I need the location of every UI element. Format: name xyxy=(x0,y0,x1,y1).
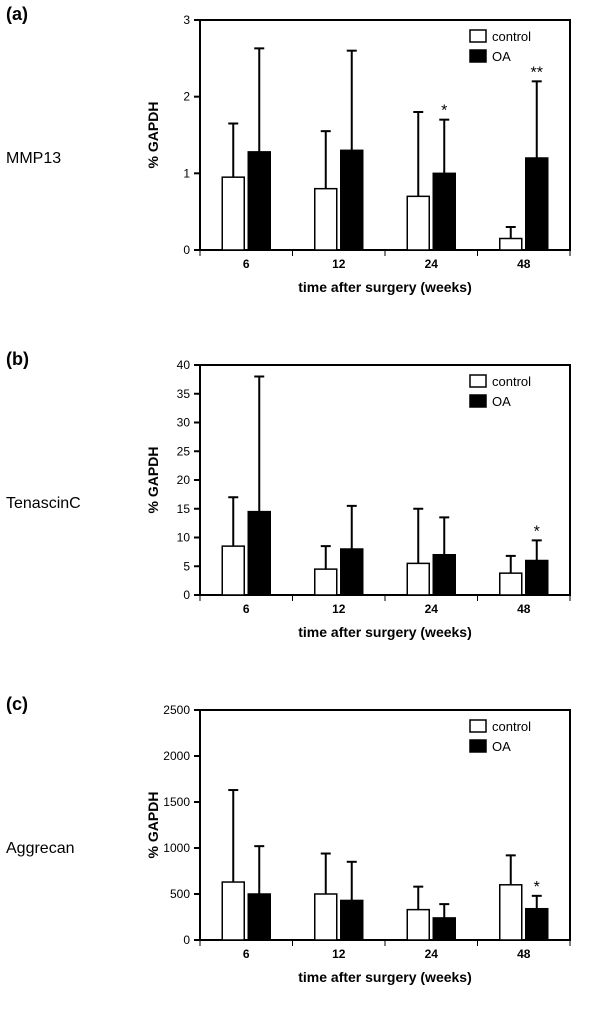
svg-text:OA: OA xyxy=(492,49,511,64)
svg-text:OA: OA xyxy=(492,394,511,409)
svg-text:**: ** xyxy=(531,64,543,81)
svg-text:6: 6 xyxy=(243,947,250,961)
svg-text:5: 5 xyxy=(183,559,190,573)
svg-text:% GAPDH: % GAPDH xyxy=(145,447,161,514)
chart-c: 0 500 1000 1500 2000 2500 6 12 24 48 * % GAPDH time … xyxy=(140,700,580,1000)
svg-text:35: 35 xyxy=(177,387,191,401)
panel-b: (b) TenascinC 0 5 10 15 20 25 30 35 40 6 12 24 48 * % … xyxy=(0,345,600,665)
svg-text:time after surgery (weeks): time after surgery (weeks) xyxy=(298,279,472,295)
svg-text:15: 15 xyxy=(177,502,191,516)
svg-text:30: 30 xyxy=(177,416,191,430)
svg-text:time after surgery (weeks): time after surgery (weeks) xyxy=(298,624,472,640)
svg-text:2500: 2500 xyxy=(163,703,190,717)
svg-text:0: 0 xyxy=(183,933,190,947)
svg-text:10: 10 xyxy=(177,531,191,545)
panel-a-side-label: MMP13 xyxy=(6,150,61,168)
svg-text:48: 48 xyxy=(517,602,531,616)
svg-text:24: 24 xyxy=(425,947,439,961)
svg-text:2000: 2000 xyxy=(163,749,190,763)
svg-text:12: 12 xyxy=(332,602,346,616)
svg-text:20: 20 xyxy=(177,473,191,487)
svg-text:40: 40 xyxy=(177,358,191,372)
chart-b: 0 5 10 15 20 25 30 35 40 6 12 24 48 * % GAPDH time afte… xyxy=(140,355,580,655)
panel-a: (a) MMP13 01236122448***% GAPDHtime afte… xyxy=(0,0,600,320)
svg-text:% GAPDH: % GAPDH xyxy=(145,102,161,169)
chart-a: 01236122448***% GAPDHtime after surgery … xyxy=(140,10,580,310)
svg-text:6: 6 xyxy=(243,257,250,271)
panel-b-label: (b) xyxy=(6,349,29,370)
svg-text:control: control xyxy=(492,719,531,734)
panel-a-label: (a) xyxy=(6,4,28,25)
svg-text:24: 24 xyxy=(425,257,439,271)
svg-text:12: 12 xyxy=(332,257,346,271)
svg-text:*: * xyxy=(534,523,540,540)
svg-text:control: control xyxy=(492,374,531,389)
svg-text:0: 0 xyxy=(183,243,190,257)
svg-text:24: 24 xyxy=(425,602,439,616)
svg-text:OA: OA xyxy=(492,739,511,754)
svg-text:% GAPDH: % GAPDH xyxy=(145,792,161,859)
svg-text:1500: 1500 xyxy=(163,795,190,809)
svg-text:12: 12 xyxy=(332,947,346,961)
svg-text:2: 2 xyxy=(183,90,190,104)
svg-text:48: 48 xyxy=(517,947,531,961)
svg-text:1: 1 xyxy=(183,166,190,180)
svg-text:25: 25 xyxy=(177,444,191,458)
svg-text:*: * xyxy=(534,879,540,896)
svg-text:3: 3 xyxy=(183,13,190,27)
svg-text:48: 48 xyxy=(517,257,531,271)
panel-b-side-label: TenascinC xyxy=(6,495,81,513)
page: (a) MMP13 01236122448***% GAPDHtime afte… xyxy=(0,0,600,1023)
svg-text:500: 500 xyxy=(170,887,190,901)
panel-c: (c) Aggrecan 0 500 1000 1500 2000 2500 6 12 24 48… xyxy=(0,690,600,1010)
svg-text:0: 0 xyxy=(183,588,190,602)
svg-text:6: 6 xyxy=(243,602,250,616)
svg-text:*: * xyxy=(441,103,447,120)
svg-text:1000: 1000 xyxy=(163,841,190,855)
svg-text:control: control xyxy=(492,29,531,44)
svg-text:time after surgery (weeks): time after surgery (weeks) xyxy=(298,969,472,985)
panel-c-side-label: Aggrecan xyxy=(6,840,75,858)
panel-c-label: (c) xyxy=(6,694,28,715)
